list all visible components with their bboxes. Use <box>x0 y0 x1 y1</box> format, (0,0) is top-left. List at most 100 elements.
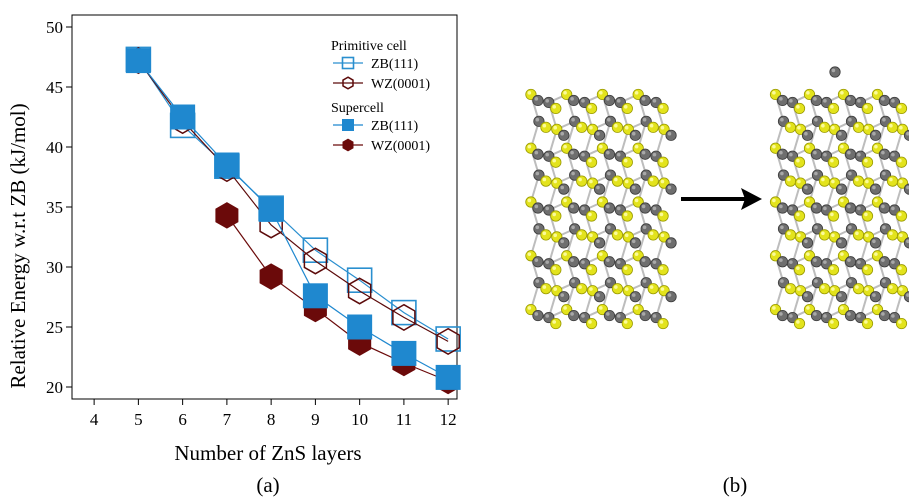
zinc-atom-highlight <box>596 293 600 297</box>
sulfur-atom-highlight <box>821 285 825 289</box>
zinc-atom <box>639 148 651 160</box>
sulfur-atom-highlight <box>599 144 603 149</box>
zinc-atom-highlight <box>607 171 611 176</box>
data-point <box>347 314 373 340</box>
zinc-atom <box>593 183 606 195</box>
zinc-atom-highlight <box>838 131 842 136</box>
sulfur-atom-highlight <box>660 287 665 291</box>
sulfur-atom-highlight <box>796 105 800 109</box>
sulfur-atom-highlight <box>840 91 844 95</box>
structure-panel <box>525 66 909 330</box>
sulfur-atom <box>886 175 899 187</box>
zinc-atom-highlight <box>891 314 895 318</box>
data-point <box>346 267 373 294</box>
sulfur-atom <box>585 264 598 276</box>
data-point <box>435 326 461 352</box>
zinc-atom-highlight <box>779 204 783 209</box>
sulfur-atom <box>861 264 874 276</box>
legend-entry: WZ(0001) <box>371 139 430 154</box>
zinc-atom-highlight <box>881 258 885 262</box>
zinc-atom-highlight <box>823 99 827 103</box>
zinc-atom-highlight <box>642 171 647 176</box>
zinc-atom-highlight <box>535 279 540 283</box>
zinc-atom <box>869 237 882 249</box>
zinc-atom <box>844 148 857 160</box>
sulfur-atom-highlight <box>865 233 869 238</box>
sulfur-atom-highlight <box>855 285 859 289</box>
zinc-atom-highlight <box>607 117 611 122</box>
zinc-atom-highlight <box>581 260 585 264</box>
zinc-atom <box>810 309 823 322</box>
series-1 <box>126 47 460 355</box>
zinc-atom-highlight <box>534 258 539 262</box>
sulfur-atom-highlight <box>589 125 593 130</box>
zinc-atom-highlight <box>779 312 783 316</box>
sulfur-atom <box>827 210 840 222</box>
sulfur-atom <box>827 264 840 276</box>
sulfur-atom <box>611 283 624 295</box>
series-layer <box>125 46 461 395</box>
sulfur-atom <box>576 229 588 241</box>
zinc-atom <box>532 309 544 322</box>
sulfur-atom-highlight <box>874 252 878 256</box>
zinc-atom-highlight <box>804 185 808 190</box>
zinc-atom-highlight <box>631 131 636 136</box>
sulfur-atom-highlight <box>553 179 558 184</box>
sulfur-atom-highlight <box>899 233 903 238</box>
sulfur-atom-highlight <box>659 105 664 109</box>
y-tick-label: 25 <box>46 318 63 337</box>
zinc-atom <box>878 309 891 322</box>
sulfur-atom-highlight <box>840 198 844 203</box>
sulfur-atom-highlight <box>898 266 902 270</box>
sulfur-atom-highlight <box>588 158 592 163</box>
sulfur-atom <box>886 121 899 133</box>
sulfur-atom-highlight <box>830 158 834 163</box>
sulfur-atom-highlight <box>578 285 582 289</box>
zinc-atom-highlight <box>560 185 565 190</box>
zinc-atom-highlight <box>652 99 657 103</box>
sulfur-atom-highlight <box>578 231 582 236</box>
zinc-atom-highlight <box>570 258 574 262</box>
sulfur-atom-highlight <box>589 179 593 184</box>
zinc-atom <box>801 129 814 141</box>
sulfur-atom-highlight <box>649 231 654 236</box>
sulfur-atom-highlight <box>552 158 557 163</box>
sulfur-atom-highlight <box>898 158 902 163</box>
sulfur-atom <box>793 156 806 168</box>
zinc-atom-highlight <box>906 293 909 297</box>
zinc-atom-highlight <box>881 150 885 155</box>
zinc-atom-highlight <box>570 97 574 101</box>
sulfur-atom-highlight <box>599 198 603 203</box>
zinc-atom-highlight <box>789 152 793 157</box>
zinc-atom-highlight <box>813 97 817 101</box>
sulfur-atom <box>861 102 874 115</box>
sulfur-atom-highlight <box>649 123 654 128</box>
sulfur-atom-highlight <box>797 287 801 291</box>
sulfur-atom-highlight <box>542 285 547 289</box>
zinc-atom-highlight <box>596 131 600 136</box>
zinc-atom <box>558 183 570 195</box>
zinc-atom <box>629 237 641 249</box>
zinc-atom-highlight <box>814 225 818 230</box>
sulfur-atom-highlight <box>659 320 664 324</box>
sulfur-atom-highlight <box>624 233 629 238</box>
sulfur-atom-highlight <box>588 105 592 109</box>
zinc-atom-highlight <box>848 225 852 230</box>
zinc-atom <box>810 256 823 268</box>
sulfur-atom-highlight <box>649 285 654 289</box>
sulfur-atom-highlight <box>578 177 582 182</box>
zinc-atom-highlight <box>857 206 861 211</box>
sulfur-atom <box>657 210 669 222</box>
zinc-atom-highlight <box>616 260 621 264</box>
zinc-atom <box>532 202 544 214</box>
sulfur-atom-highlight <box>772 198 776 203</box>
zinc-atom-highlight <box>652 206 657 211</box>
zinc-atom-highlight <box>616 99 621 103</box>
sulfur-atom-highlight <box>623 158 628 163</box>
sulfur-atom <box>861 210 874 222</box>
sulfur-atom-highlight <box>840 306 844 310</box>
sulfur-atom <box>793 210 806 222</box>
zinc-atom-highlight <box>823 314 827 318</box>
panel-a-label: (a) <box>256 473 279 497</box>
